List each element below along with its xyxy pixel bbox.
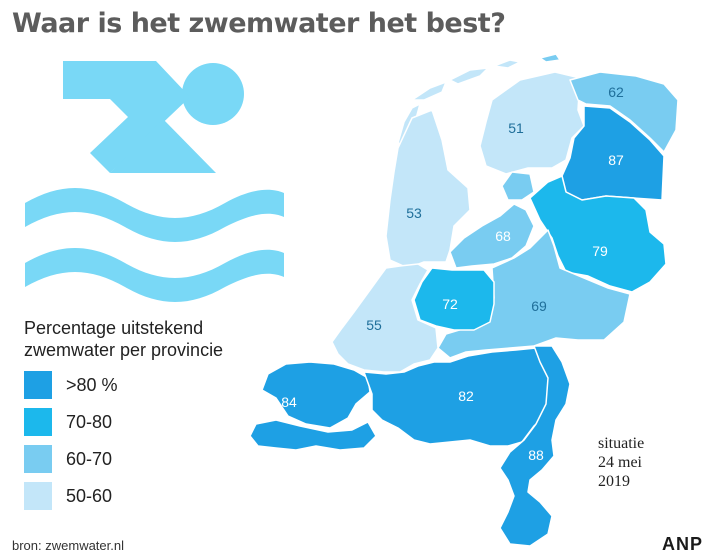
legend-label: 60-70 [66, 448, 113, 469]
province-zuid-holland [331, 263, 439, 373]
legend-title-line1: Percentage uitstekend [24, 318, 204, 338]
label-drenthe: 87 [608, 152, 624, 168]
label-flevoland: 68 [495, 228, 511, 244]
legend-swatch [24, 482, 52, 510]
wadden-island [411, 81, 447, 101]
legend-swatch [24, 408, 52, 436]
province-zeeland-south [249, 419, 377, 451]
legend-swatch [24, 445, 52, 473]
province-friesland [479, 71, 585, 175]
province-utrecht [413, 267, 495, 331]
date-note-line2: 24 mei [598, 454, 642, 471]
legend-item-50-60: 50-60 [24, 482, 112, 510]
province-flevoland-north [501, 171, 535, 201]
date-note: situatie 24 mei 2019 [598, 434, 688, 491]
label-limburg: 88 [528, 447, 544, 463]
province-noord-holland [385, 109, 471, 269]
legend-title: Percentage uitstekend zwemwater per prov… [24, 317, 284, 361]
province-zeeland [261, 361, 371, 429]
legend-label: >80 % [66, 374, 118, 395]
legend-swatch [24, 371, 52, 399]
swimmer-icon [25, 61, 284, 302]
label-gelderland: 69 [531, 298, 547, 314]
legend-title-line2: zwemwater per provincie [24, 340, 224, 360]
label-friesland: 51 [508, 120, 524, 136]
page-title: Waar is het zwemwater het best? [12, 8, 506, 39]
label-zeeland: 84 [281, 394, 297, 410]
label-noord-brabant: 82 [458, 388, 474, 404]
anp-logo: ANP [661, 534, 703, 554]
province-gelderland [437, 229, 631, 359]
date-note-line1: situatie [598, 435, 645, 452]
date-note-line3: 2019 [598, 473, 630, 490]
label-overijssel: 79 [592, 243, 608, 259]
province-limburg [499, 345, 571, 547]
wadden-island [539, 53, 561, 63]
legend-item-70-80: 70-80 [24, 408, 112, 436]
legend-label: 50-60 [66, 485, 113, 506]
label-zuid-holland: 55 [366, 317, 382, 333]
province-flevoland [449, 203, 535, 269]
wadden-island [493, 59, 521, 69]
legend-item-over-80: >80 % [24, 371, 118, 399]
province-overijssel [529, 175, 667, 293]
wadden-island [449, 67, 489, 85]
legend-item-60-70: 60-70 [24, 445, 112, 473]
label-groningen: 62 [608, 84, 624, 100]
province-groningen [569, 71, 679, 153]
label-noord-holland: 53 [406, 205, 422, 221]
legend-label: 70-80 [66, 411, 113, 432]
source-credit: bron: zwemwater.nl [12, 538, 124, 553]
label-utrecht: 72 [442, 296, 458, 312]
